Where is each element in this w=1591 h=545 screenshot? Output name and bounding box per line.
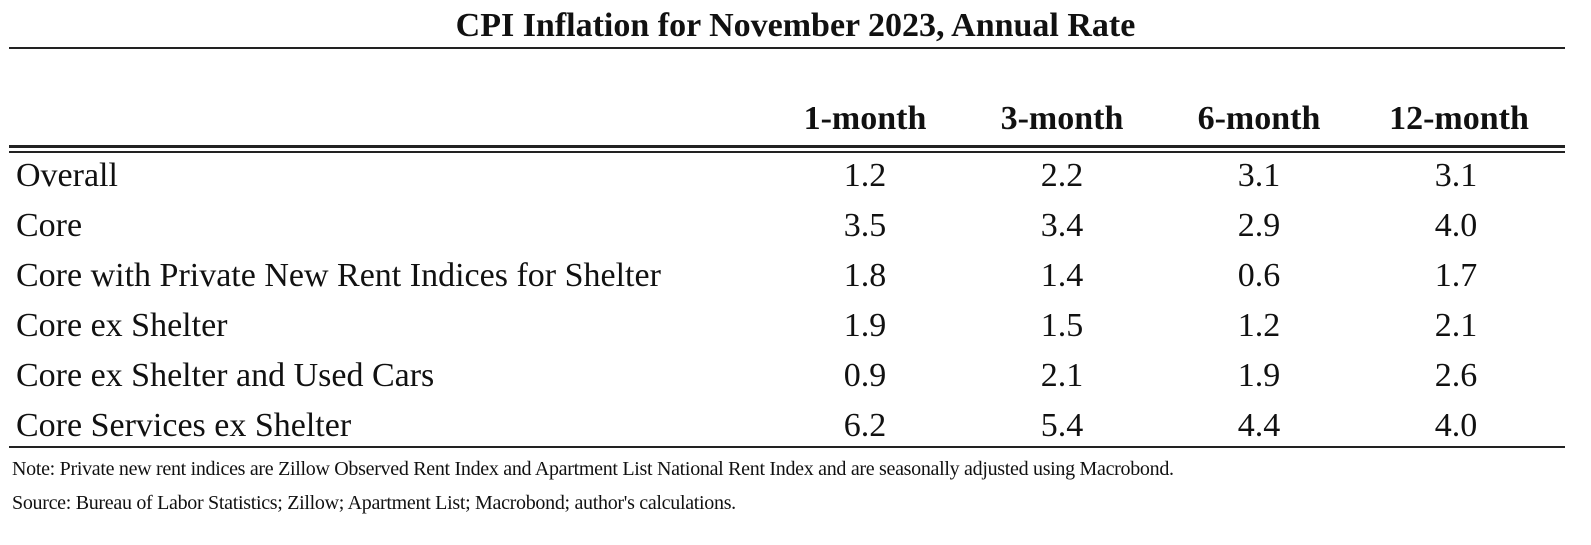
table-row: Core Services ex Shelter 6.2 5.4 4.4 4.0	[0, 401, 1591, 451]
column-header-1-month: 1-month	[803, 100, 927, 137]
column-header-12-month: 12-month	[1389, 100, 1529, 137]
bottom-rule	[9, 446, 1565, 448]
cell-value: 1.7	[1434, 257, 1478, 294]
row-label: Core ex Shelter and Used Cars	[16, 357, 435, 394]
cell-value: 4.0	[1434, 207, 1478, 244]
header-double-rule	[9, 145, 1565, 153]
cell-value: 1.4	[1040, 257, 1084, 294]
cell-value: 1.2	[843, 157, 887, 194]
cell-value: 0.6	[1237, 257, 1281, 294]
cell-value: 2.1	[1040, 357, 1084, 394]
table-row: Core ex Shelter 1.9 1.5 1.2 2.1	[0, 301, 1591, 351]
cell-value: 2.6	[1434, 357, 1478, 394]
row-label: Overall	[16, 157, 118, 194]
cell-value: 1.2	[1237, 307, 1281, 344]
top-rule	[9, 47, 1565, 49]
cell-value: 2.9	[1237, 207, 1281, 244]
cell-value: 1.9	[1237, 357, 1281, 394]
cell-value: 4.4	[1237, 407, 1281, 444]
cell-value: 3.1	[1434, 157, 1478, 194]
cell-value: 2.1	[1434, 307, 1478, 344]
table-row: Core with Private New Rent Indices for S…	[0, 251, 1591, 301]
column-header-6-month: 6-month	[1197, 100, 1321, 137]
cell-value: 5.4	[1040, 407, 1084, 444]
cell-value: 4.0	[1434, 407, 1478, 444]
row-label: Core	[16, 207, 83, 244]
cell-value: 3.4	[1040, 207, 1084, 244]
cell-value: 1.8	[843, 257, 887, 294]
column-header-3-month: 3-month	[1000, 100, 1124, 137]
table-source: Source: Bureau of Labor Statistics; Zill…	[12, 492, 736, 514]
cell-value: 1.9	[843, 307, 887, 344]
table-title: CPI Inflation for November 2023, Annual …	[455, 7, 1136, 44]
row-label: Core with Private New Rent Indices for S…	[16, 257, 661, 294]
table-row: Overall 1.2 2.2 3.1 3.1	[0, 151, 1591, 201]
row-label: Core Services ex Shelter	[16, 407, 352, 444]
cell-value: 1.5	[1040, 307, 1084, 344]
cell-value: 2.2	[1040, 157, 1084, 194]
cell-value: 6.2	[843, 407, 887, 444]
table-row: Core 3.5 3.4 2.9 4.0	[0, 201, 1591, 251]
cell-value: 0.9	[843, 357, 887, 394]
table-row: Core ex Shelter and Used Cars 0.9 2.1 1.…	[0, 351, 1591, 401]
table-note: Note: Private new rent indices are Zillo…	[12, 458, 1174, 480]
row-label: Core ex Shelter	[16, 307, 228, 344]
cell-value: 3.5	[843, 207, 887, 244]
cell-value: 3.1	[1237, 157, 1281, 194]
